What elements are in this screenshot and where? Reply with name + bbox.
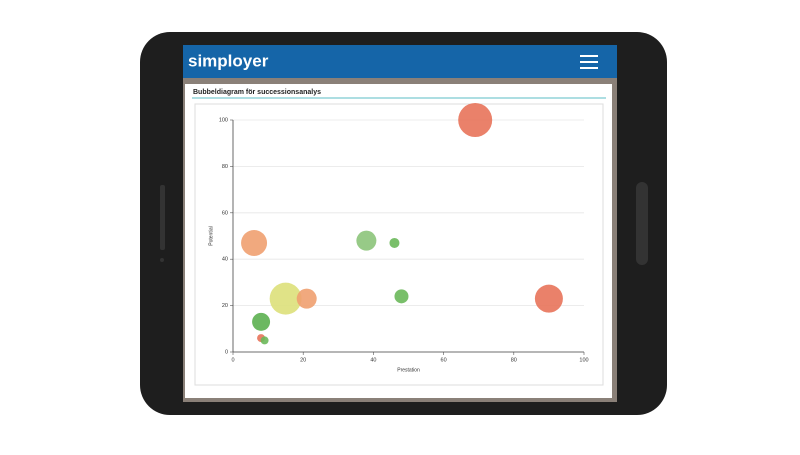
bubble <box>356 230 377 251</box>
logo[interactable]: simployer <box>188 51 269 70</box>
bubble <box>296 288 317 309</box>
bubble <box>534 284 563 313</box>
x-axis-label: Prestation <box>397 367 420 373</box>
y-tick-label: 80 <box>222 164 228 170</box>
x-tick-label: 60 <box>441 357 447 363</box>
y-tick-label: 60 <box>222 210 228 216</box>
side-button <box>160 185 165 250</box>
bubble <box>241 229 268 256</box>
camera <box>160 258 164 262</box>
home-button[interactable] <box>636 182 648 265</box>
y-tick-label: 0 <box>225 349 228 355</box>
x-tick-label: 20 <box>300 357 306 363</box>
x-tick-label: 0 <box>231 357 234 363</box>
bubble <box>260 336 269 345</box>
bubble <box>394 289 409 304</box>
y-tick-label: 40 <box>222 257 228 263</box>
bubble <box>269 282 302 315</box>
y-axis-label: Potential <box>208 226 214 245</box>
app-header <box>183 45 617 78</box>
y-tick-label: 100 <box>219 117 228 123</box>
menu-button[interactable] <box>580 55 598 69</box>
y-tick-label: 20 <box>222 303 228 309</box>
x-tick-label: 40 <box>370 357 376 363</box>
bubble <box>252 312 271 331</box>
x-tick-label: 80 <box>511 357 517 363</box>
chart-frame <box>194 103 604 386</box>
bubble <box>458 103 493 137</box>
x-tick-label: 100 <box>579 357 588 363</box>
bubble <box>389 237 400 248</box>
plot: 0 20 40 60 80 100 0 20 40 60 80 100 Prestation Potent… <box>208 103 589 373</box>
chart-title: Bubbeldiagram för successionsanalys <box>193 89 321 96</box>
